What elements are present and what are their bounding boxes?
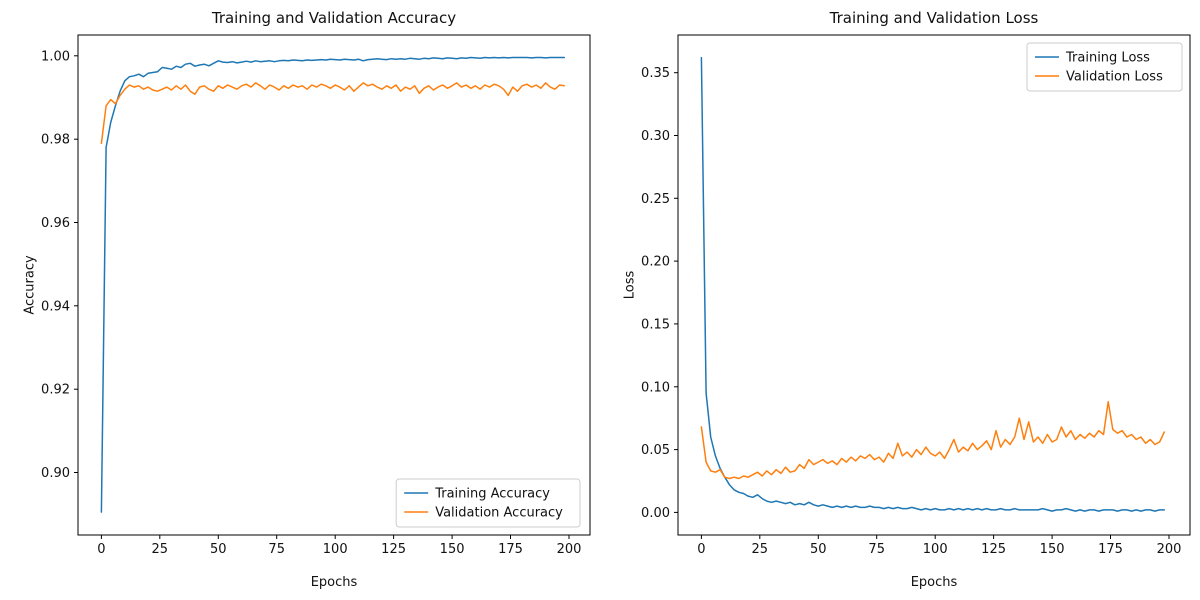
legend-label-validation-accuracy: Validation Accuracy [435,506,563,521]
validation-accuracy-line [100,82,566,145]
x-tick-label: 25 [152,542,169,557]
legend-label-training-loss: Training Loss [1065,51,1150,66]
x-tick-label: 200 [1157,542,1182,557]
accuracy-chart: Training and Validation Accuracy Accurac… [23,9,591,590]
y-tick-label: 1.00 [41,49,70,64]
x-tick-label: 175 [498,542,523,557]
x-tick-label: 200 [557,542,582,557]
training-loss-line [700,56,1166,512]
y-tick-label: 0.05 [641,443,670,458]
y-tick-label: 0.00 [641,506,670,521]
y-tick-label: 0.35 [641,66,670,81]
training-accuracy-line [100,56,566,513]
y-tick-label: 0.92 [41,383,70,398]
x-tick-label: 50 [210,542,227,557]
y-tick-label: 0.30 [641,129,670,144]
axes-spines [677,34,1191,536]
legend-label-validation-loss: Validation Loss [1066,70,1163,85]
x-tick-label: 175 [1098,542,1123,557]
x-tick-label: 150 [440,542,465,557]
y-tick-label: 0.15 [641,317,670,332]
x-tick-label: 50 [810,542,827,557]
legend-label-training-accuracy: Training Accuracy [434,487,550,502]
accuracy-chart-title: Training and Validation Accuracy [211,9,457,27]
x-tick-label: 75 [268,542,285,557]
x-tick-label: 150 [1040,542,1065,557]
y-tick-label: 0.98 [41,133,70,148]
y-tick-label: 0.94 [41,299,70,314]
x-tick-label: 125 [381,542,406,557]
x-tick-label: 75 [868,542,885,557]
y-tick-label: 0.96 [41,216,70,231]
x-tick-label: 0 [97,542,105,557]
accuracy-x-axis-label: Epochs [310,575,358,590]
legend: Training Loss Validation Loss [1026,42,1183,92]
legend-box [395,478,581,528]
x-tick-label: 125 [981,542,1006,557]
y-tick-label: 0.20 [641,255,670,270]
x-tick-label: 100 [923,542,948,557]
y-tick-label: 0.90 [41,466,70,481]
y-tick-label: 0.25 [641,192,670,207]
legend: Training Accuracy Validation Accuracy [395,478,581,528]
accuracy-plot-area: 0 25 50 75 100 125 150 175 200 0.90 0.92 0.94 0.96 0.… [41,34,591,557]
x-tick-label: 0 [697,542,705,557]
legend-box [1026,42,1183,92]
y-tick-label: 0.10 [641,380,670,395]
x-tick-label: 100 [323,542,348,557]
x-tick-label: 25 [752,542,769,557]
loss-chart-title: Training and Validation Loss [829,9,1039,27]
loss-chart: Training and Validation Loss Loss 0 25 50 7… [600,0,1200,600]
loss-plot-area: 0 25 50 75 100 125 150 175 200 0.00 0.05 0.10 0.15 0.… [641,34,1191,557]
axes-spines [77,34,591,536]
validation-loss-line [700,401,1166,480]
loss-x-axis-label: Epochs [910,575,958,590]
